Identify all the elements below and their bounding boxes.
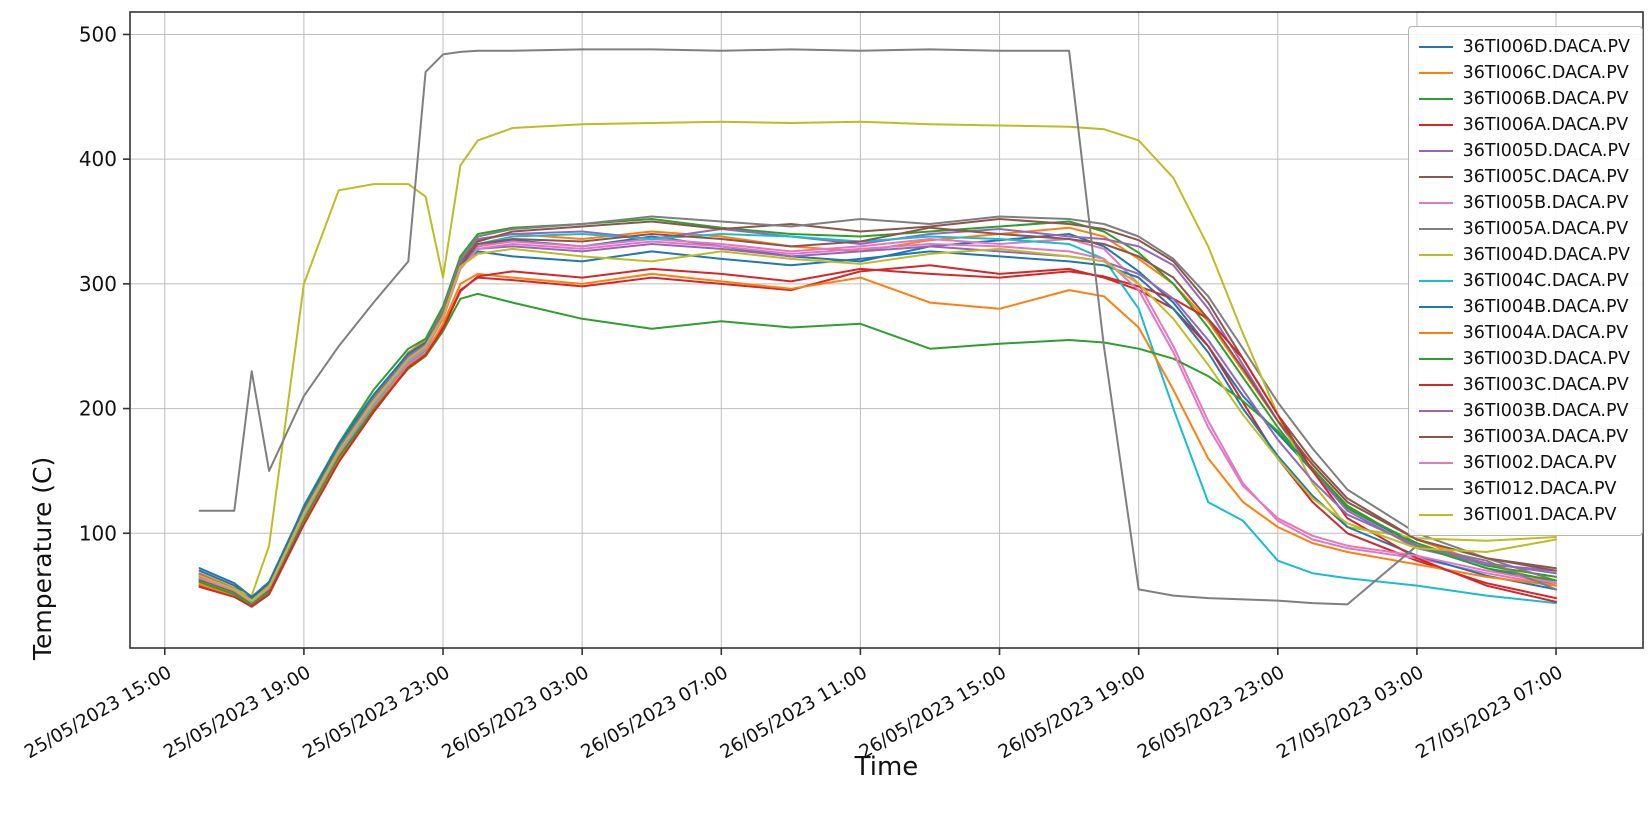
legend-entry: 36TI002.DACA.PV [1418,450,1630,476]
legend-line-sample [1418,306,1453,308]
legend-label: 36TI001.DACA.PV [1462,505,1617,525]
legend-entry: 36TI005A.DACA.PV [1418,216,1630,242]
x-tick-label: 26/05/2023 15:00 [856,662,1010,763]
legend-label: 36TI004B.DACA.PV [1462,297,1629,317]
legend-entry: 36TI005C.DACA.PV [1418,164,1630,190]
legend-entry: 36TI006A.DACA.PV [1418,112,1630,138]
series-line-36TI003C.DACA.PV [198,267,1557,608]
series-line-36TI003D.DACA.PV [198,292,1557,606]
series-line-36TI005B.DACA.PV [198,238,1557,606]
legend-line-sample [1418,462,1453,464]
x-axis-label: Time [854,752,919,782]
series-line-36TI012.DACA.PV [198,48,1557,606]
legend-entry: 36TI003D.DACA.PV [1418,346,1630,372]
legend-entry: 36TI006D.DACA.PV [1418,34,1630,60]
series-line-36TI004D.DACA.PV [198,120,1557,597]
legend-entry: 36TI003A.DACA.PV [1418,424,1630,450]
y-axis-label: Temperature (C) [28,456,57,660]
legend-label: 36TI006C.DACA.PV [1462,63,1629,83]
legend-line-sample [1418,280,1453,282]
legend-entry: 36TI004C.DACA.PV [1418,268,1630,294]
series-line-36TI002.DACA.PV [198,240,1557,603]
legend-line-sample [1418,72,1453,74]
legend-entry: 36TI003B.DACA.PV [1418,398,1630,424]
legend-label: 36TI004D.DACA.PV [1462,245,1630,265]
legend-label: 36TI003B.DACA.PV [1462,401,1629,421]
legend-label: 36TI003D.DACA.PV [1462,349,1630,369]
legend-label: 36TI004A.DACA.PV [1462,323,1629,343]
legend-entry: 36TI004D.DACA.PV [1418,242,1630,268]
legend-line-sample [1418,228,1453,230]
legend-line-sample [1418,514,1453,516]
legend-line-sample [1418,98,1453,100]
series-line-36TI001.DACA.PV [198,247,1557,602]
legend-line-sample [1418,124,1453,126]
legend-entry: 36TI005D.DACA.PV [1418,138,1630,164]
series-line-36TI005A.DACA.PV [198,215,1557,602]
x-tick-label: 25/05/2023 15:00 [21,662,175,763]
x-tick-label: 26/05/2023 07:00 [578,662,732,763]
y-tick-label: 400 [79,147,117,171]
legend-label: 36TI002.DACA.PV [1462,453,1617,473]
y-tick-label: 300 [79,272,117,296]
series-line-36TI004B.DACA.PV [198,250,1557,598]
legend-line-sample [1418,202,1453,204]
legend-label: 36TI005A.DACA.PV [1462,219,1629,239]
legend-entry: 36TI005B.DACA.PV [1418,190,1630,216]
legend-line-sample [1418,410,1453,412]
legend-line-sample [1418,436,1453,438]
series-line-36TI006D.DACA.PV [198,233,1557,600]
legend-label: 36TI004C.DACA.PV [1462,271,1629,291]
legend-label: 36TI006D.DACA.PV [1462,37,1630,57]
x-tick-label: 26/05/2023 03:00 [439,662,593,763]
legend-label: 36TI005B.DACA.PV [1462,193,1629,213]
legend-label: 36TI012.DACA.PV [1462,479,1617,499]
legend-entry: 36TI001.DACA.PV [1418,502,1630,528]
y-tick-label: 500 [79,22,117,46]
y-tick-label: 200 [79,397,117,421]
legend-line-sample [1418,176,1453,178]
x-tick-label: 25/05/2023 19:00 [160,662,314,763]
series-line-36TI006B.DACA.PV [198,218,1557,605]
legend-line-sample [1418,384,1453,386]
legend-label: 36TI005D.DACA.PV [1462,141,1630,161]
x-tick-label: 26/05/2023 19:00 [995,662,1149,763]
legend: 36TI006D.DACA.PV 36TI006C.DACA.PV 36TI006B… [1407,26,1643,536]
legend-entry: 36TI006C.DACA.PV [1418,60,1630,86]
legend-line-sample [1418,358,1453,360]
legend-line-sample [1418,150,1453,152]
x-tick-label: 25/05/2023 23:00 [299,662,453,763]
legend-label: 36TI003C.DACA.PV [1462,375,1629,395]
series-line-36TI004A.DACA.PV [198,272,1557,606]
legend-line-sample [1418,332,1453,334]
legend-label: 36TI005C.DACA.PV [1462,167,1629,187]
legend-entry: 36TI012.DACA.PV [1418,476,1630,502]
x-tick-label: 27/05/2023 07:00 [1412,662,1566,763]
x-tick-label: 27/05/2023 03:00 [1273,662,1427,763]
series-line-36TI006A.DACA.PV [198,264,1557,607]
legend-label: 36TI006A.DACA.PV [1462,115,1629,135]
legend-entry: 36TI003C.DACA.PV [1418,372,1630,398]
legend-entry: 36TI004B.DACA.PV [1418,294,1630,320]
legend-line-sample [1418,254,1453,256]
x-tick-label: 26/05/2023 11:00 [717,662,871,763]
legend-line-sample [1418,488,1453,490]
legend-entry: 36TI006B.DACA.PV [1418,86,1630,112]
legend-label: 36TI006B.DACA.PV [1462,89,1629,109]
legend-line-sample [1418,46,1453,48]
series-line-36TI004C.DACA.PV [198,233,1557,605]
legend-entry: 36TI004A.DACA.PV [1418,320,1630,346]
x-tick-label: 26/05/2023 23:00 [1134,662,1288,763]
y-tick-label: 100 [79,521,117,545]
plot-frame [129,11,1644,649]
legend-label: 36TI003A.DACA.PV [1462,427,1629,447]
